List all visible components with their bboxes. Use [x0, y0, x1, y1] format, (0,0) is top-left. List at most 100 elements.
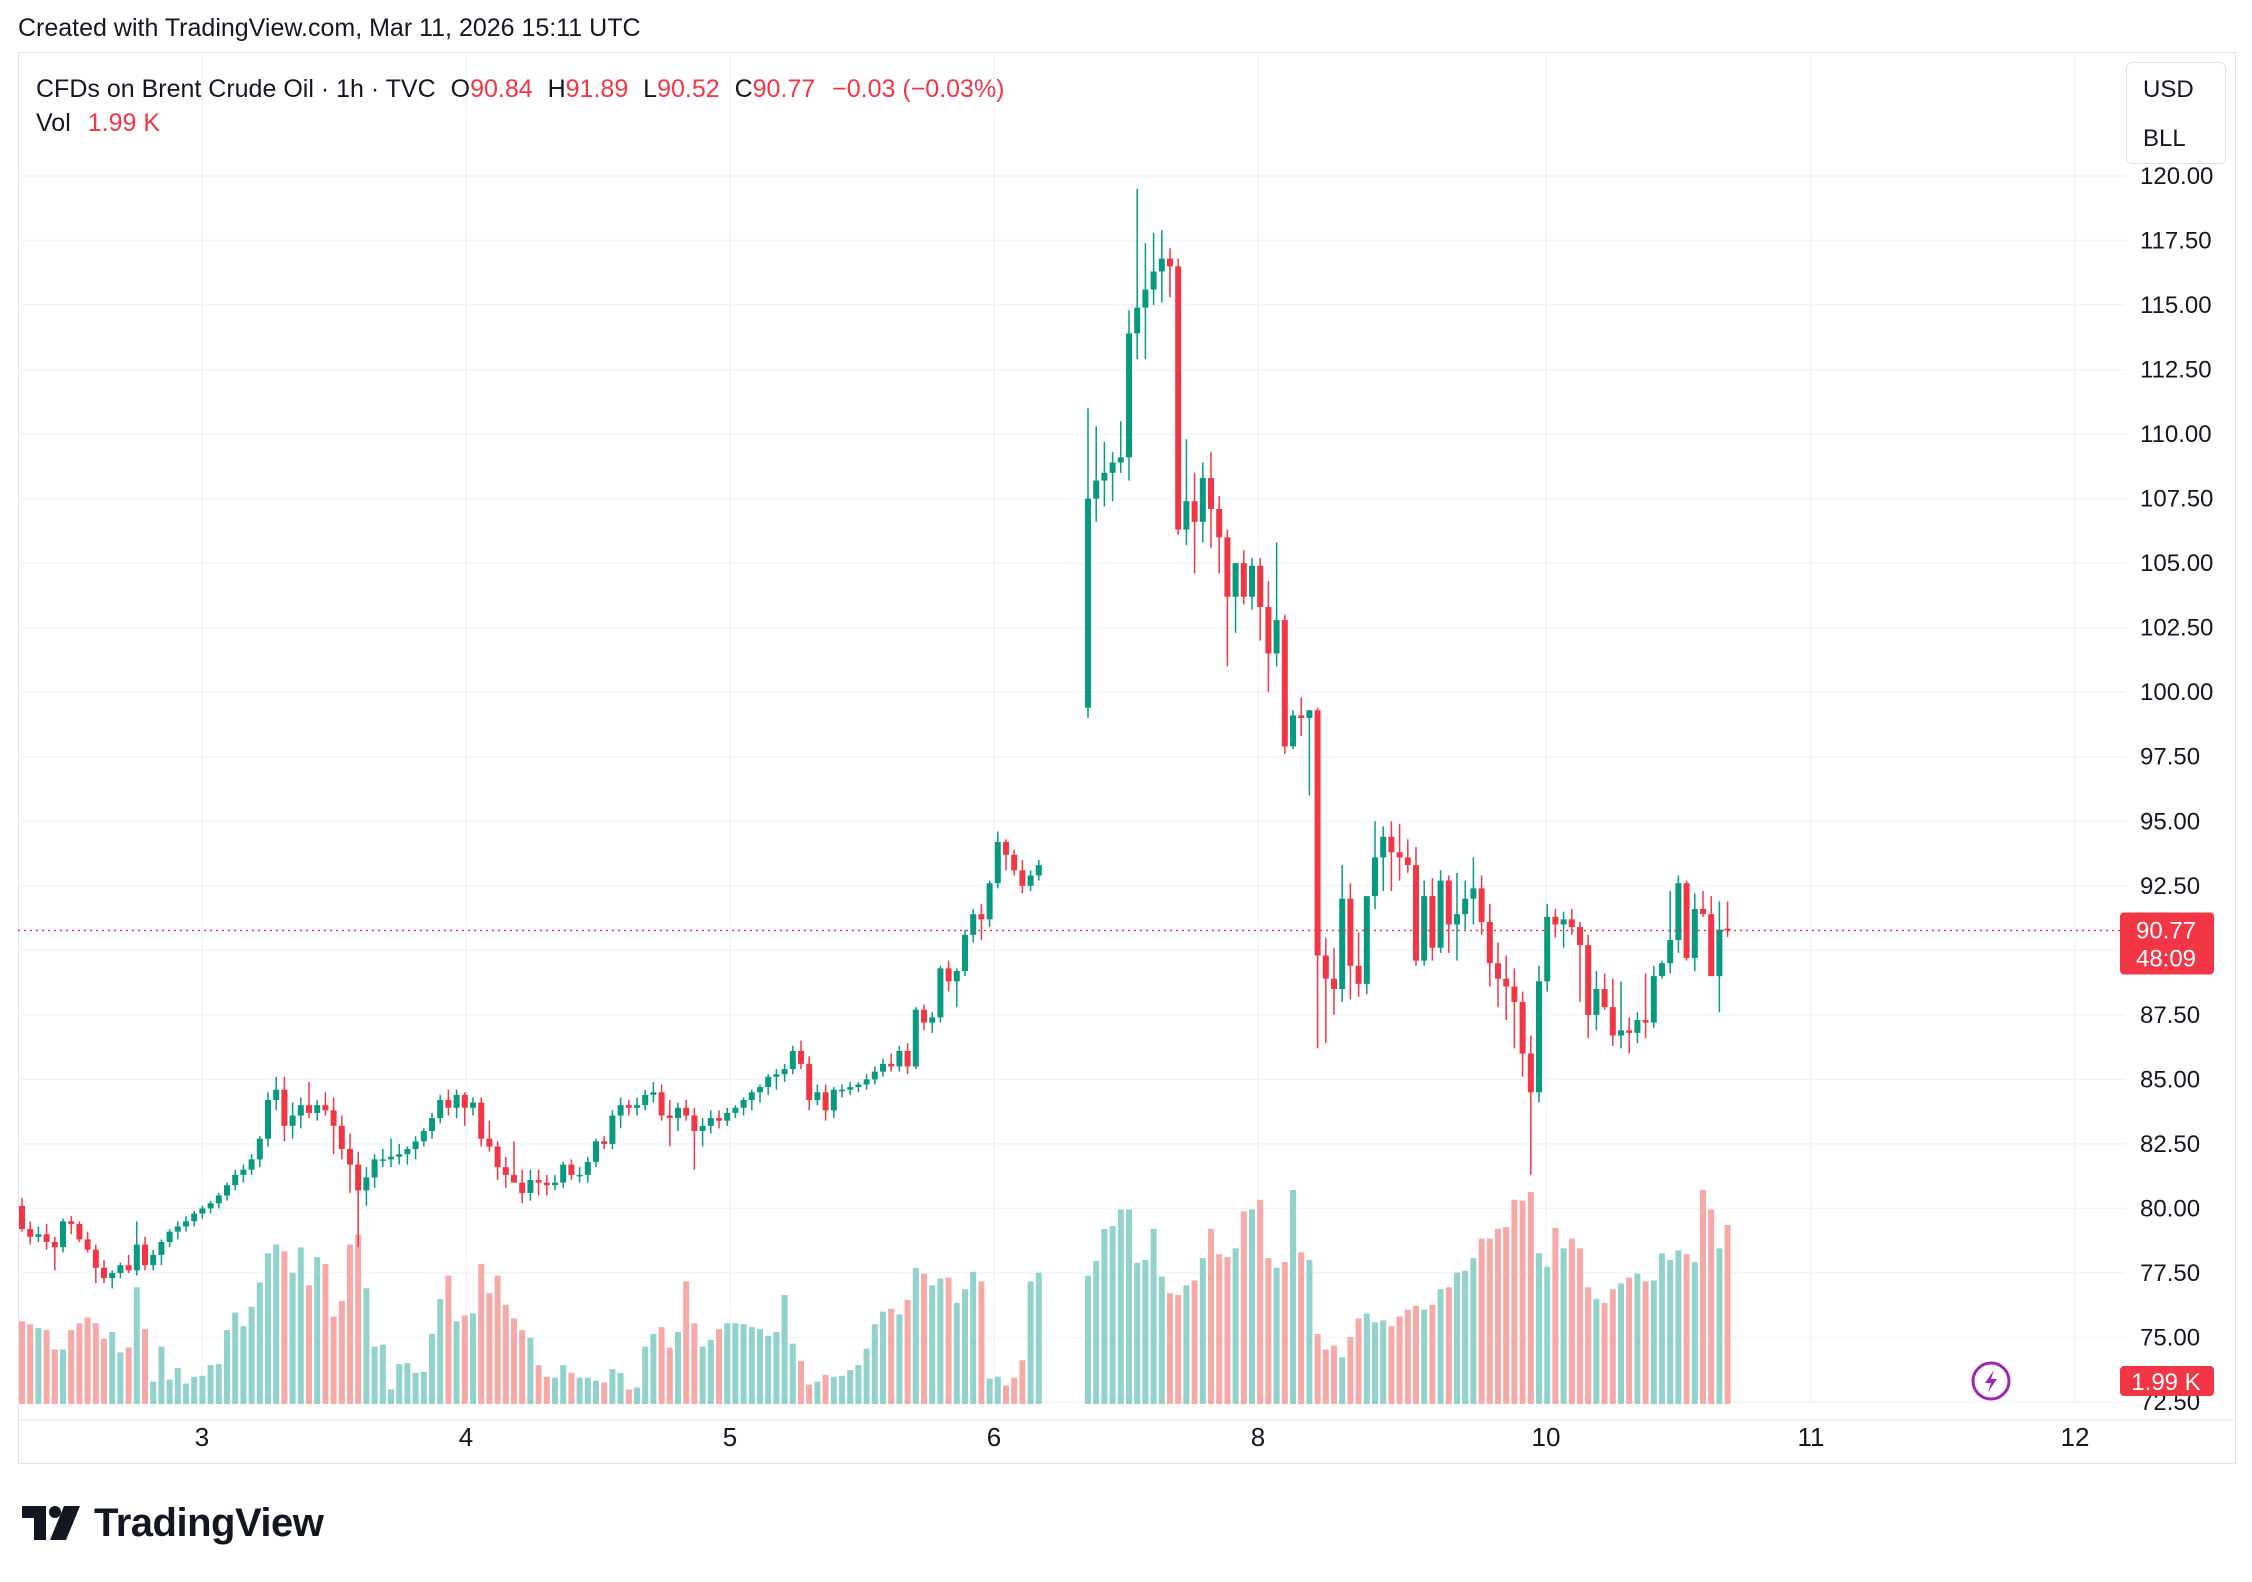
volume-bar	[896, 1314, 903, 1404]
candle	[1716, 901, 1723, 1013]
volume-bar	[1347, 1336, 1354, 1404]
candle	[60, 1218, 66, 1253]
volume-bar	[1331, 1345, 1337, 1404]
candle	[699, 1118, 706, 1147]
candle-body	[880, 1063, 886, 1072]
candle	[1634, 1012, 1641, 1044]
candle	[1601, 973, 1608, 1010]
candle-body	[1437, 880, 1444, 948]
candle	[1183, 439, 1190, 546]
candle	[855, 1081, 862, 1093]
candle-body	[1650, 976, 1657, 1023]
legend-close-value: 90.77	[752, 75, 816, 103]
candle	[593, 1138, 599, 1168]
candle	[789, 1045, 796, 1075]
candle	[502, 1156, 509, 1188]
volume-bar	[806, 1384, 813, 1404]
volume-bar	[1208, 1228, 1214, 1404]
candle-body	[1544, 916, 1551, 982]
legend-vol-label[interactable]: Vol	[36, 109, 71, 137]
candles	[19, 188, 1731, 1289]
candle	[1109, 452, 1116, 502]
candle	[1609, 978, 1616, 1046]
candle-body	[1691, 909, 1698, 959]
candle-body	[502, 1167, 509, 1175]
candle-body	[1675, 883, 1682, 940]
volume-bar	[1691, 1261, 1698, 1404]
candle	[1208, 452, 1214, 548]
candle	[1232, 563, 1239, 633]
candle	[43, 1223, 50, 1250]
y-tick-label: 82.50	[2140, 1131, 2200, 1158]
candle	[740, 1097, 747, 1116]
candle-body	[150, 1254, 157, 1266]
candle	[1585, 934, 1592, 1039]
volume-bar	[297, 1247, 304, 1404]
candle	[822, 1084, 829, 1121]
volume-bar	[68, 1330, 75, 1404]
candle-body	[1413, 865, 1419, 961]
candle-body	[1290, 715, 1296, 747]
candle	[125, 1254, 132, 1273]
candle	[806, 1056, 813, 1111]
volume-bar	[1486, 1238, 1493, 1404]
candle-body	[314, 1105, 321, 1113]
y-tick-label: 92.50	[2140, 873, 2200, 900]
volume-bar	[183, 1383, 189, 1404]
candle-body	[601, 1141, 608, 1144]
volume-bar	[584, 1377, 591, 1404]
candle-body	[1199, 477, 1206, 522]
volume-bar	[1544, 1266, 1551, 1404]
candle-body	[289, 1115, 296, 1126]
candle-body	[101, 1267, 107, 1279]
candle	[1331, 947, 1337, 1015]
candle-body	[839, 1089, 845, 1092]
candle-body	[1618, 1030, 1624, 1036]
candle-body	[1634, 1020, 1641, 1033]
candle-body	[871, 1071, 878, 1080]
candle-body	[1158, 258, 1165, 272]
candle	[1085, 408, 1091, 719]
candle-body	[1388, 836, 1395, 853]
volume-bar	[1585, 1287, 1592, 1404]
currency-unit[interactable]: BLL	[2143, 125, 2186, 152]
candle-body	[1454, 914, 1460, 925]
volume-bar	[1142, 1260, 1149, 1404]
volume-bar	[962, 1289, 968, 1404]
candle-body	[420, 1130, 427, 1142]
y-tick-label: 75.00	[2140, 1324, 2200, 1351]
candle-body	[125, 1265, 132, 1271]
candle-body	[183, 1221, 189, 1227]
candle-body	[1659, 963, 1665, 977]
price-chart[interactable]: 120.00 117.50 115.00 112.50 110.00 107.50 105.…	[0, 0, 2252, 1470]
volume-bars	[19, 1190, 1731, 1404]
lightning-icon[interactable]	[1971, 1361, 2011, 1401]
currency-unit-selector[interactable]: USD BLL	[2126, 62, 2226, 164]
tradingview-logo[interactable]: TradingView	[22, 1500, 324, 1546]
candle	[896, 1045, 903, 1072]
volume-bar	[904, 1299, 911, 1404]
volume-bar	[666, 1347, 673, 1404]
candle-body	[1355, 965, 1362, 984]
candle-body	[1568, 919, 1575, 928]
candle	[1191, 472, 1198, 574]
candle-body	[1035, 865, 1042, 876]
candle-body	[265, 1100, 271, 1139]
x-tick-label: 3	[195, 1422, 209, 1452]
x-tick-label: 6	[987, 1422, 1001, 1452]
candle	[1659, 960, 1665, 979]
candle	[207, 1200, 214, 1214]
candle	[814, 1084, 821, 1106]
currency-code[interactable]: USD	[2143, 76, 2194, 103]
volume-bar	[1298, 1252, 1305, 1404]
volume-bar	[1462, 1270, 1469, 1404]
candle	[707, 1110, 714, 1134]
volume-bar	[724, 1323, 731, 1404]
candle	[1175, 258, 1182, 535]
candle-body	[1167, 258, 1173, 267]
volume-bar	[1396, 1316, 1403, 1404]
candle-body	[1560, 919, 1567, 925]
legend-symbol[interactable]: CFDs on Brent Crude Oil · 1h · TVC	[36, 75, 436, 103]
legend-vol-value: 1.99 K	[87, 109, 160, 137]
candle-body	[921, 1009, 927, 1023]
